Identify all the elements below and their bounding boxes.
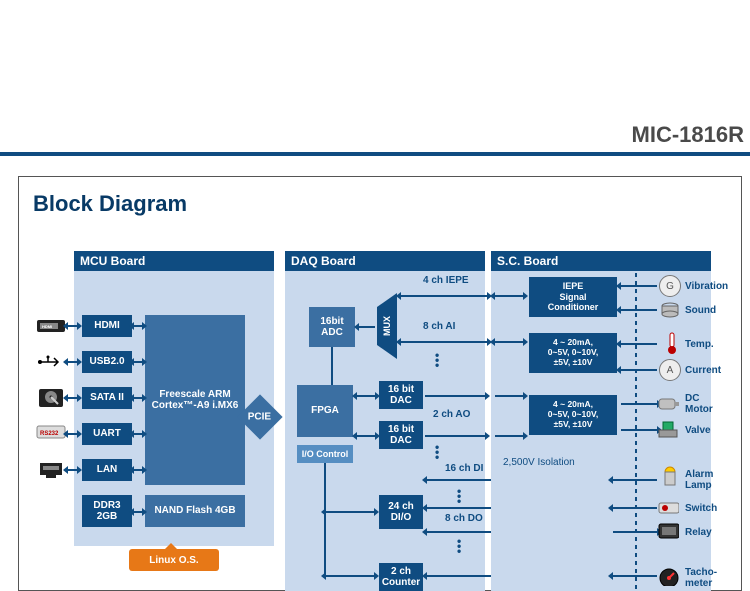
pcie-label: PCIE (248, 412, 271, 423)
fpga-down-link (324, 463, 326, 577)
mcu-board-header: MCU Board (74, 251, 274, 271)
lan-arrow (68, 469, 77, 471)
isolation-label: 2,500V Isolation (503, 457, 575, 468)
dev-relay-arrow (613, 531, 657, 533)
svg-text:HDMI: HDMI (42, 324, 52, 329)
alarm-icon (659, 467, 681, 489)
valve-icon (657, 419, 679, 441)
uart-block: UART (82, 423, 132, 445)
linux-tab-notch (164, 543, 178, 550)
do-label: 8 ch DO (445, 513, 483, 524)
dev-sound-arrow (621, 309, 657, 311)
lan-block: LAN (82, 459, 132, 481)
ao-vdots (435, 445, 438, 460)
ai-label: 8 ch AI (423, 321, 455, 332)
sc-ao-arrow-in1 (495, 395, 523, 397)
dc-motor-label: DC Motor (685, 393, 713, 415)
fpga-block: FPGA (297, 385, 353, 437)
fpga-counter-arrow (326, 575, 374, 577)
sc-iepe-arrow-in (495, 295, 523, 297)
nand-block: NAND Flash 4GB (145, 495, 245, 527)
di-vdots (457, 489, 460, 504)
dev-vib-arrow (621, 285, 657, 287)
sata-block: SATA II (82, 387, 132, 409)
block-diagram-title: Block Diagram (33, 191, 187, 217)
current-label: Current (685, 365, 721, 376)
mux-label: MUX (379, 305, 395, 347)
relay-label: Relay (685, 527, 712, 538)
dev-alarm-arrow (613, 479, 657, 481)
current-icon: A (659, 359, 681, 381)
port-cpu-arrow-3 (134, 397, 142, 399)
ao-label: 2 ch AO (433, 409, 470, 420)
fpga-dac1-arrow (357, 395, 375, 397)
do-vdots (457, 539, 460, 554)
dev-curr-arrow (621, 369, 657, 371)
diagram-outline: Block Diagram HDMI RS232 MCU Board HDMI … (18, 176, 742, 591)
dev-switch-arrow (613, 507, 657, 509)
mux-iepe-arrow (401, 295, 487, 297)
fpga-dio-arrow (326, 511, 374, 513)
tacho-label: Tacho- meter (685, 567, 717, 589)
dac2-out-arrow (425, 435, 485, 437)
valve-label: Valve (685, 425, 711, 436)
dac1-block: 16 bit DAC (379, 381, 423, 409)
mux-vdots (435, 353, 438, 368)
dc-motor-icon (657, 393, 679, 415)
isolation-dash (635, 273, 637, 589)
cpu-block: Freescale ARM Cortex™-A9 i.MX6 (145, 315, 245, 485)
temp-label: Temp. (685, 339, 714, 350)
dac2-block: 16 bit DAC (379, 421, 423, 449)
port-cpu-arrow-4 (134, 433, 142, 435)
counter-block: 2 ch Counter (379, 563, 423, 591)
relay-icon (657, 521, 679, 543)
dev-motor-arrow (621, 403, 657, 405)
sc-ao-arrow-in2 (495, 435, 523, 437)
port-cpu-arrow-2 (134, 361, 142, 363)
switch-label: Switch (685, 503, 717, 514)
alarm-label: Alarm Lamp (685, 469, 713, 491)
iepe-label: 4 ch IEPE (423, 275, 469, 286)
adc-block: 16bit ADC (309, 307, 355, 347)
ioctrl-block: I/O Control (297, 445, 353, 463)
hdmi-block: HDMI (82, 315, 132, 337)
sc-ai-arrow-in (495, 341, 523, 343)
port-cpu-arrow-1 (134, 325, 142, 327)
dev-valve-arrow (621, 429, 657, 431)
sc-board-header: S.C. Board (491, 251, 711, 271)
usb-block: USB2.0 (82, 351, 132, 373)
usb-arrow (68, 361, 77, 363)
dac1-out-arrow (425, 395, 485, 397)
mux-ai-arrow (401, 341, 487, 343)
sound-icon (659, 299, 681, 321)
fpga-dac2-arrow (357, 435, 375, 437)
port-cpu-arrow-5 (134, 469, 142, 471)
svg-text:RS232: RS232 (40, 431, 59, 437)
vibration-label: Vibration (685, 281, 728, 292)
product-name: MIC-1816R (632, 122, 744, 148)
iepe-conditioner-block: IEPE Signal Conditioner (529, 277, 617, 317)
vibration-icon: G (659, 275, 681, 297)
hdmi-arrow (68, 325, 77, 327)
ddr-cpu-arrow (134, 511, 142, 513)
header-rule (0, 152, 750, 156)
dio-block: 24 ch DI/O (379, 495, 423, 529)
sata-arrow (68, 397, 77, 399)
dev-temp-arrow (621, 343, 657, 345)
uart-arrow (68, 433, 77, 435)
di-label: 16 ch DI (445, 463, 483, 474)
dev-tacho-arrow (613, 575, 657, 577)
sound-label: Sound (685, 305, 716, 316)
adc-fpga-link (331, 347, 333, 385)
adc-mux-arrow (359, 326, 375, 328)
ai-range-block: 4 ~ 20mA, 0~5V, 0~10V, ±5V, ±10V (529, 333, 617, 373)
switch-icon (657, 497, 679, 519)
temp-icon (661, 333, 683, 355)
ddr-block: DDR3 2GB (82, 495, 132, 527)
daq-board-header: DAQ Board (285, 251, 485, 271)
tacho-icon (657, 565, 679, 587)
linux-tab: Linux O.S. (129, 549, 219, 571)
ao-range-block: 4 ~ 20mA, 0~5V, 0~10V, ±5V, ±10V (529, 395, 617, 435)
